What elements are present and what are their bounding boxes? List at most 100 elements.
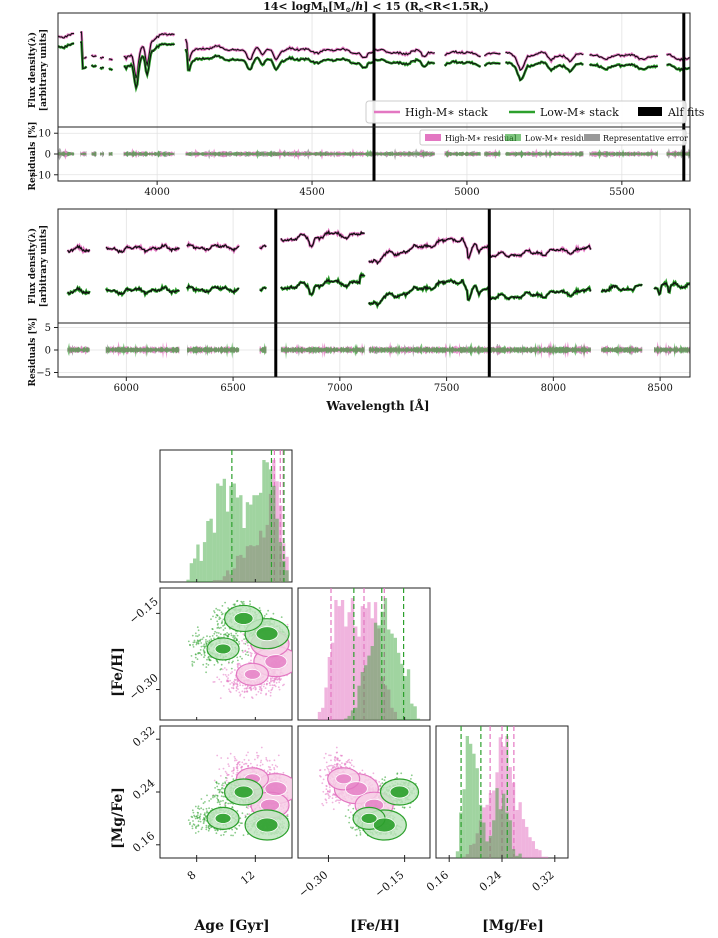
histogram-bar (193, 558, 197, 582)
top-residual-yticks: −10 0 10 (30, 129, 58, 181)
top-residual-xticks: 4000 4500 5000 5500 (144, 181, 635, 198)
histogram-bar (525, 826, 529, 858)
histogram-bar (531, 841, 535, 858)
histogram-bar (354, 707, 358, 720)
histogram-bar (502, 746, 506, 858)
histogram-bar (400, 663, 404, 720)
histogram-bar (340, 600, 345, 720)
histogram-bar (196, 544, 200, 582)
histogram-bar (344, 626, 348, 720)
histogram-bar (495, 772, 499, 858)
histogram-bar (212, 532, 217, 582)
bottom-spectrum-panel: Flux density(λ) [arbitrary units] (27, 208, 691, 324)
x-tick-label: 7500 (434, 383, 459, 394)
low-mass-alf-fit-line (58, 40, 690, 90)
histogram-bar (232, 568, 236, 582)
density-contour-inner (243, 668, 261, 680)
histogram-bar (364, 665, 368, 720)
histogram-bar (216, 580, 220, 582)
histogram-bar (324, 687, 328, 720)
chart-title: 14< logMh[M⊙/h] < 15 (Re<R<1.5Re) (263, 0, 489, 14)
top-residual-panel: −10 0 10 4000 4500 5000 5500 Residuals [%] Hi… (28, 121, 691, 198)
histogram-bar (350, 598, 355, 720)
corner-y-tick-label: −0.15 (127, 595, 161, 627)
histogram-bar (528, 837, 532, 858)
histogram-bar (327, 657, 331, 720)
histogram-bar (226, 570, 230, 582)
histogram-bar (235, 497, 240, 582)
residual-legend-low-swatch (505, 134, 521, 141)
histogram-bar (219, 485, 223, 582)
histogram-bar (189, 563, 193, 582)
bottom-residual-vlines (274, 323, 491, 377)
histogram-bar (397, 652, 401, 720)
residual-legend-error-label: Representative error (603, 134, 688, 143)
histogram-bar (403, 676, 407, 720)
histogram-bar (242, 557, 246, 582)
histogram-bar (495, 788, 499, 858)
legend-alf-label: Alf fits (667, 106, 705, 119)
density-contour-inner (372, 817, 396, 833)
histogram-bar (498, 737, 502, 858)
histogram-bar (380, 677, 384, 720)
wavelength-xlabel: Wavelength [Å] (325, 398, 429, 413)
histogram-bar (518, 853, 522, 858)
x-tick-label: 6000 (114, 383, 139, 394)
histogram-bar (209, 518, 213, 582)
residual-legend-low-label: Low-M∗ residual (525, 134, 594, 143)
density-contour-inner (264, 781, 288, 797)
histogram-bar (390, 633, 394, 720)
corner-y-tick-label: 0.32 (130, 724, 157, 750)
histogram-bar (360, 606, 364, 720)
histogram-bar (475, 833, 479, 858)
x-tick-label: 6500 (220, 383, 245, 394)
y-tick-label: 5 (45, 323, 51, 334)
histogram-bar (259, 530, 263, 582)
histogram-bar (511, 782, 516, 858)
residual-legend-high-swatch (425, 134, 441, 141)
histogram-bar (462, 856, 466, 858)
corner-x-tick-label: 12 (238, 868, 257, 887)
x-tick-label: 8000 (541, 383, 566, 394)
density-contour-inner (214, 813, 232, 824)
residual-legend-error-swatch (584, 134, 600, 141)
residual-legend: High-M∗ residual Low-M∗ residual Represe… (419, 129, 688, 146)
histogram-bar (354, 626, 358, 720)
density-contour-inner (214, 643, 232, 655)
histogram-bar (508, 767, 512, 858)
histogram-bar (226, 511, 230, 582)
density-contour-inner (264, 654, 288, 670)
y-tick-label: 10 (38, 129, 51, 140)
histogram-bar (505, 812, 509, 858)
y-tick-label: 0 (45, 346, 51, 357)
histogram-bar (268, 493, 273, 582)
histogram-bar (259, 492, 263, 582)
histogram-bar (492, 790, 496, 858)
histogram-bar (255, 495, 259, 582)
histogram-bar (521, 819, 526, 858)
histogram-bar (285, 570, 289, 582)
histogram-bar (245, 502, 250, 582)
histogram-bar (317, 711, 322, 720)
histogram-bar (367, 602, 371, 720)
histogram-bar (544, 856, 549, 858)
corner-x-tick-label: 0.16 (424, 868, 451, 894)
histogram-bar (278, 542, 283, 582)
density-contour-inner (344, 781, 368, 797)
histogram-bar (199, 560, 203, 582)
histogram-bar (393, 711, 397, 720)
corner-xlabel-feh: [Fe/H] (350, 918, 400, 934)
density-contour-inner (255, 817, 279, 833)
histogram-bar (242, 528, 246, 582)
histogram-bar (272, 485, 276, 582)
corner-x-tick-label: 8 (185, 868, 199, 882)
density-contour-inner (255, 626, 279, 642)
x-tick-label: 8500 (647, 383, 672, 394)
corner-x-tick-label: −0.15 (372, 868, 406, 900)
legend-low-label: Low-M∗ stack (540, 106, 619, 119)
corner-age-feh-panel (159, 587, 293, 721)
histogram-bar (472, 753, 476, 858)
histogram-bar (387, 629, 391, 720)
histogram-bar (390, 707, 394, 720)
histogram-bar (275, 481, 279, 582)
